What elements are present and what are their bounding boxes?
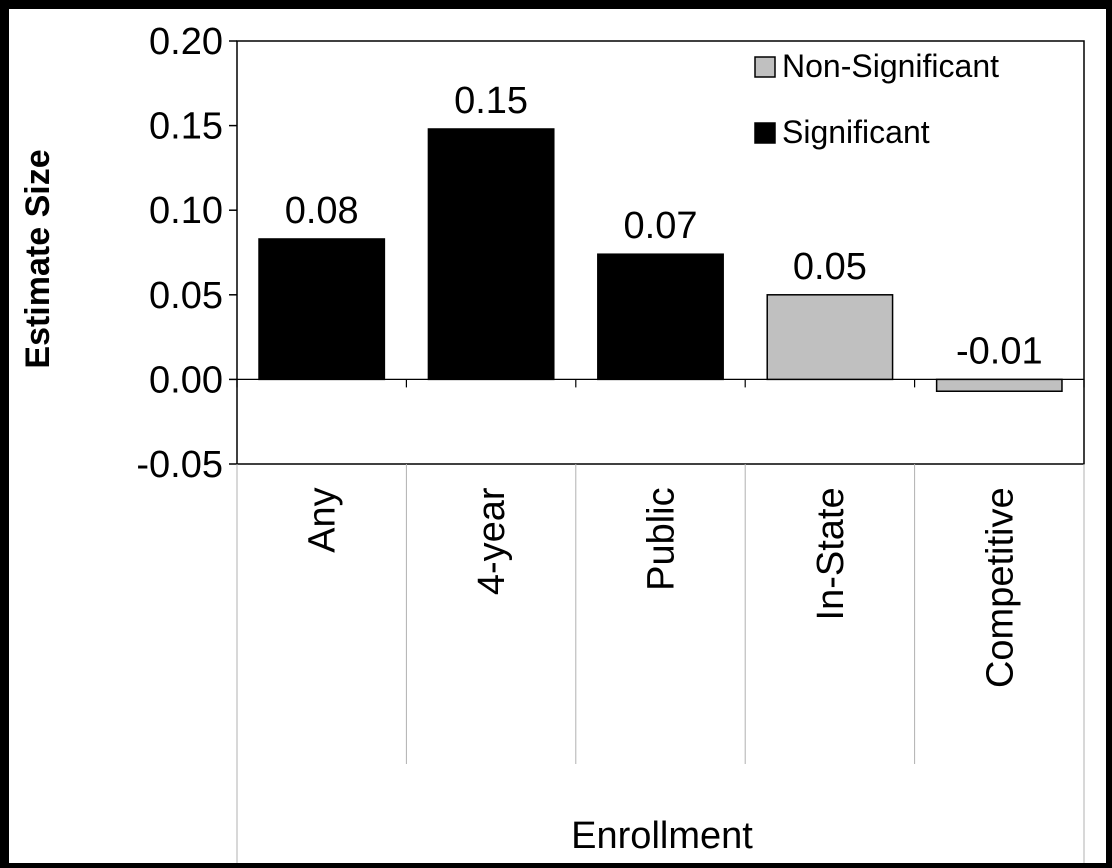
bar-chart: -0.050.000.050.100.150.20 0.080.150.070.… [19,21,1085,863]
x-tick-label: Competitive [979,487,1021,688]
y-axis-title: Estimate Size [19,149,57,368]
x-axis-title: Enrollment [571,815,753,857]
chart-panel: -0.05 0.00 0.05 0.10 0.15 0.20 0.08 0.15 0.07 0.… [9,9,1106,863]
data-label: 0.15 [454,80,528,122]
bar-in-state [766,294,894,381]
bar-competitive [935,378,1063,392]
y-tick-label: 0.20 [149,21,223,63]
category-grid [236,378,1085,863]
bars [258,128,1063,392]
y-tick-label: 0.05 [149,275,223,317]
data-label: 0.08 [285,190,359,232]
y-tick-label: -0.05 [136,444,223,486]
bar-any [258,238,386,381]
legend-swatch [754,122,776,144]
x-tick-label: In-State [810,487,852,620]
x-tick-label: 4-year [471,487,513,595]
bar-public [597,253,724,381]
legend-swatch [754,56,776,78]
x-tick-label: Any [302,487,344,552]
x-tick-label: Public [641,487,683,591]
legend-label: Non-Significant [782,48,999,84]
bar-4-year [427,128,555,381]
data-label: -0.01 [956,330,1043,372]
x-tick-labels: Any 4-year Public In-State Competitive [302,487,1022,688]
y-tick-label: 0.10 [149,190,223,232]
y-axis: -0.05 0.00 0.05 0.10 0.15 0.20 [136,21,237,486]
legend-label: Significant [782,114,930,150]
data-labels: 0.08 0.15 0.07 0.05 -0.01 [285,80,1043,372]
plot-area-border [236,40,1085,465]
legend: Non-Significant Significant [754,48,999,150]
plot-frame [236,40,1085,465]
data-label: 0.07 [624,205,698,247]
y-tick-label: 0.15 [149,106,223,148]
y-tick-label: 0.00 [149,359,223,401]
data-label: 0.05 [793,246,867,288]
